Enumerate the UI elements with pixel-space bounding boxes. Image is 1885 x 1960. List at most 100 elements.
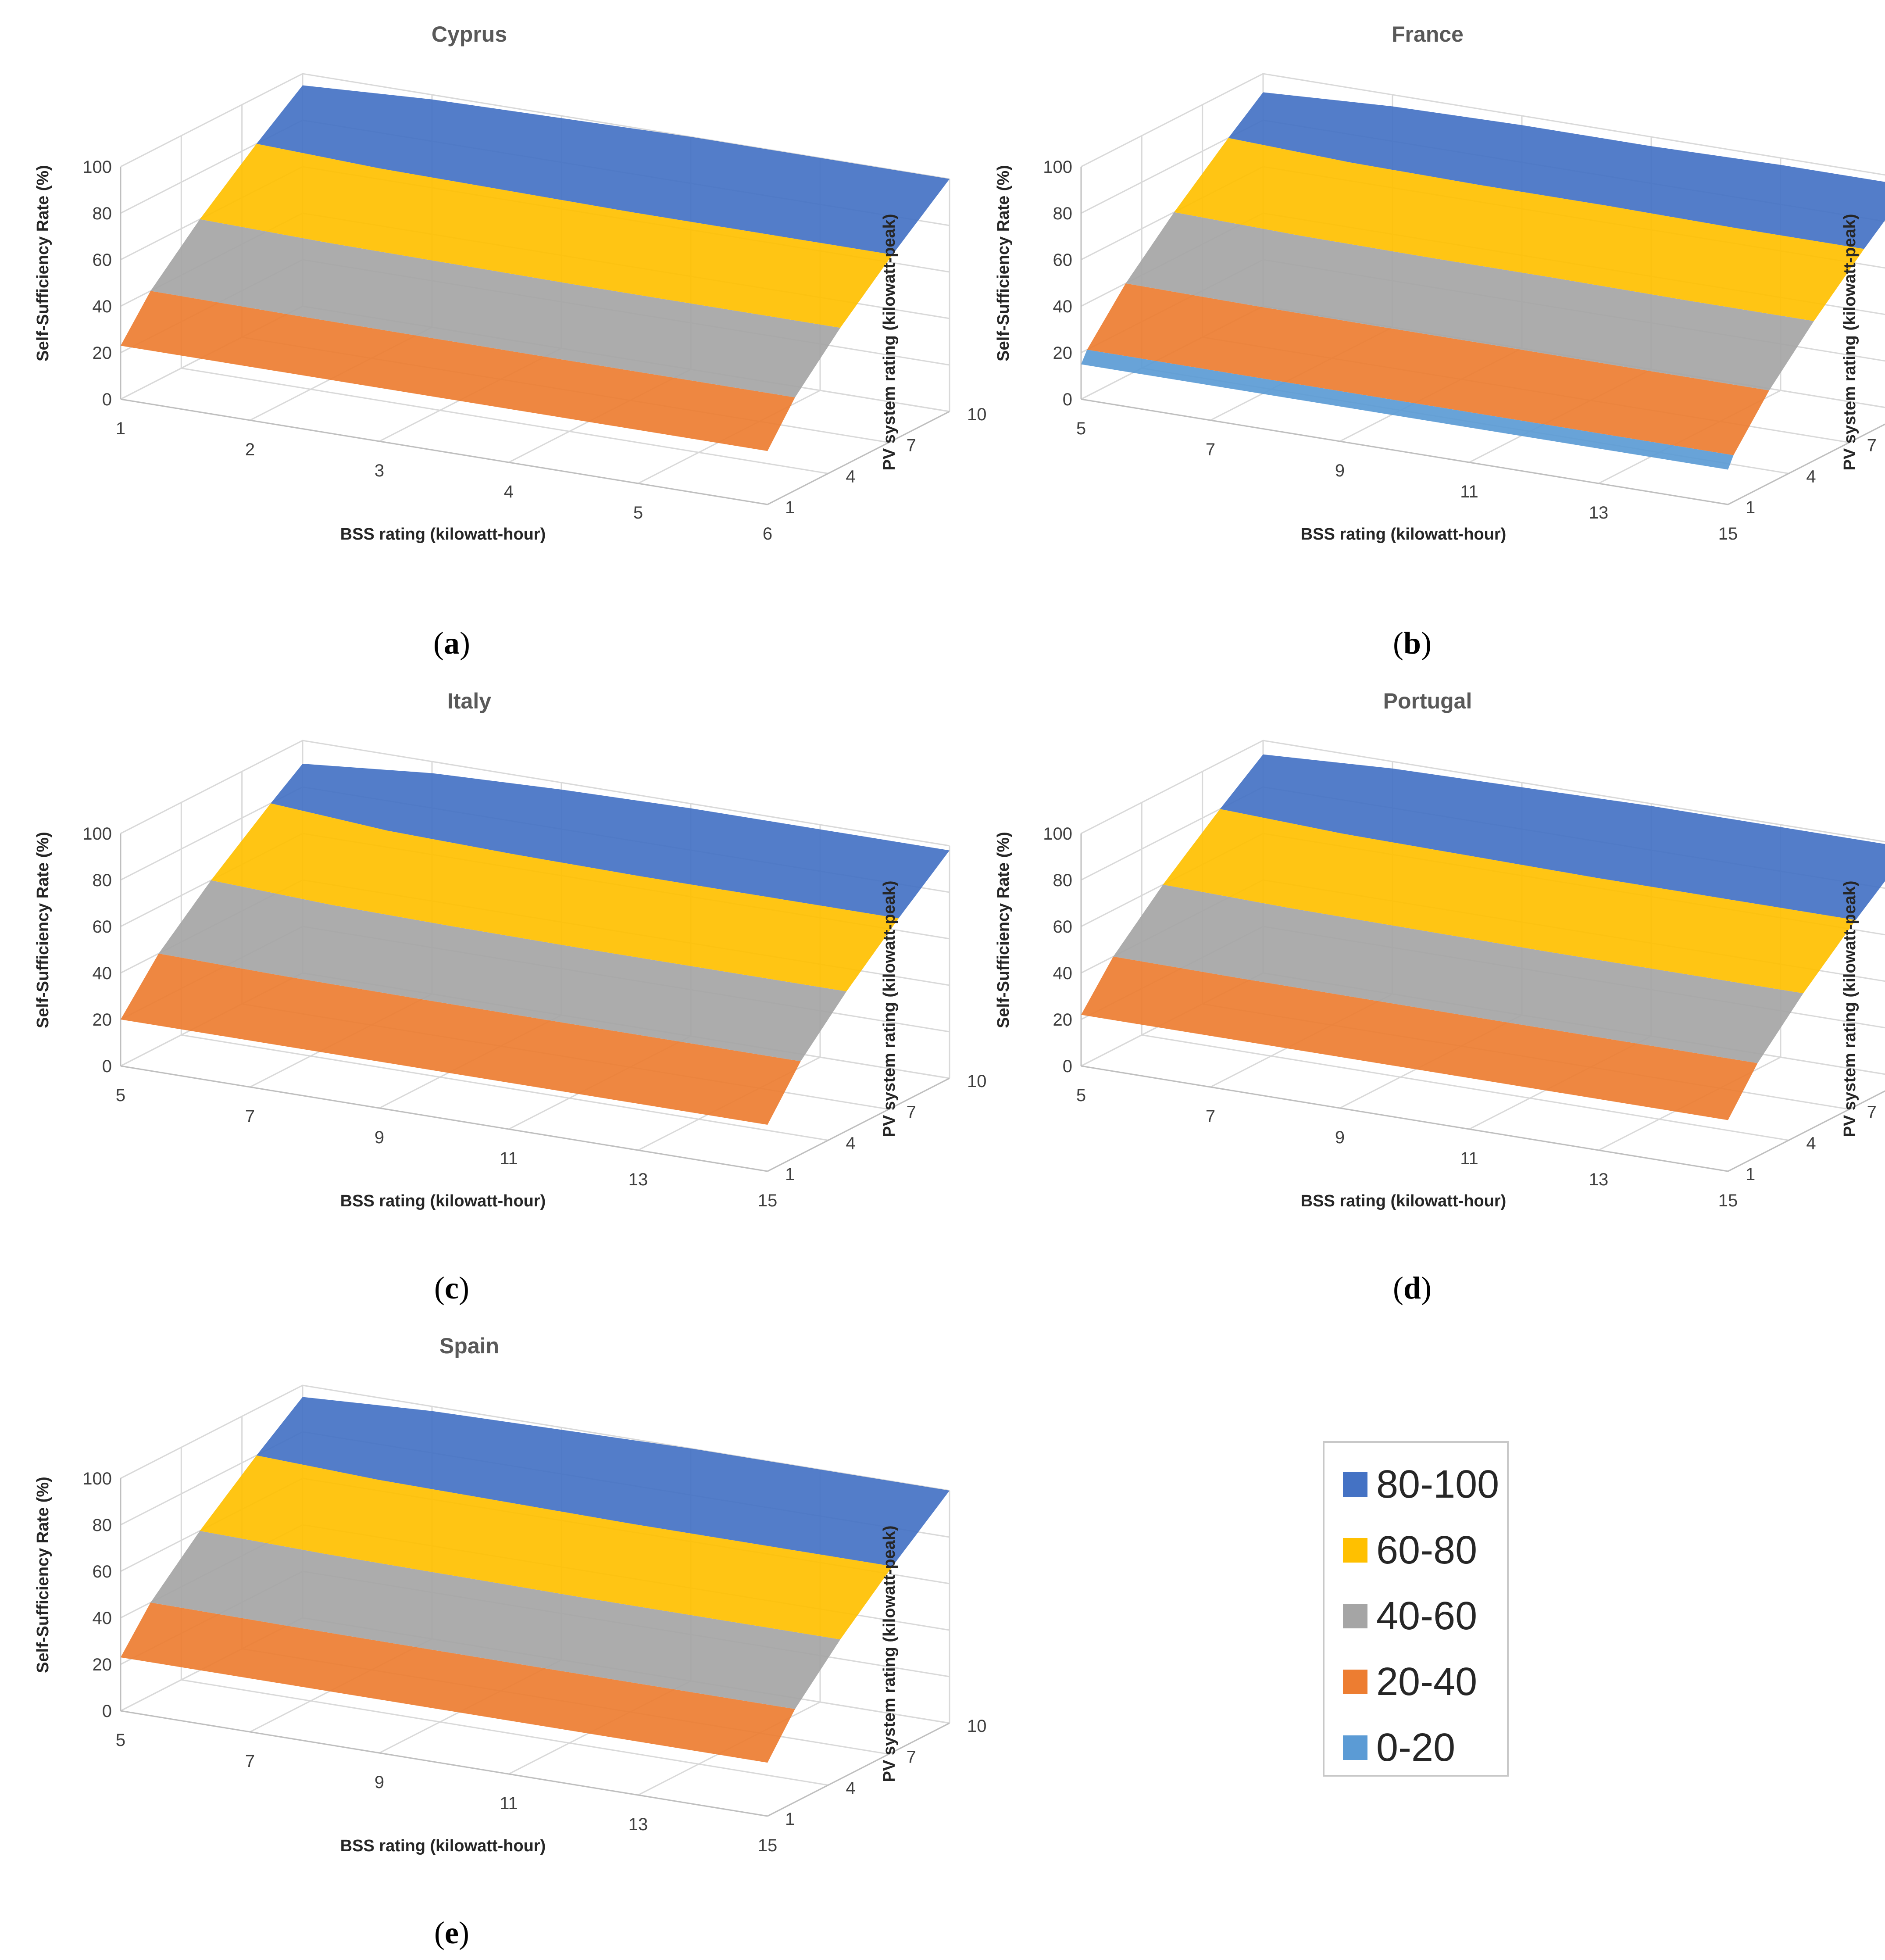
x-axis-line	[1081, 398, 1728, 505]
surface-band-80-100	[256, 1397, 950, 1567]
z-tick-label: 10	[967, 1072, 987, 1091]
x-tick-label: 4	[504, 482, 514, 501]
chart-title: France	[1392, 22, 1464, 46]
legend-swatch	[1343, 1735, 1367, 1760]
y-tick-label: 0	[102, 390, 112, 409]
caption-paren-open: (	[434, 1915, 445, 1950]
x-tick-label: 5	[1076, 419, 1086, 438]
chart-panel-e: Spain 0 20 40 60 80 100 5 7 9 11 13 15 1 4 7 10 BSS ratin…	[34, 1334, 987, 1950]
y-axis-title: Self-Sufficiency Rate (%)	[34, 1477, 52, 1673]
z-tick-label: 7	[907, 1748, 916, 1767]
chart-panel-d: Portugal02040608010057911131514710BSS ra…	[994, 689, 1885, 1305]
x-tick-label: 15	[1718, 524, 1738, 544]
legend-label: 20-40	[1376, 1660, 1478, 1704]
x-axis-line	[120, 398, 768, 505]
y-tick-label: 60	[93, 250, 112, 270]
chart-panel-c: Italy 0 20 40 60 80 100 5 7 9 11 13 15 1 4 7 10 BSS ratin…	[34, 689, 987, 1305]
chart-title: Spain	[439, 1334, 499, 1358]
x-tick-label: 7	[245, 1752, 255, 1771]
z-tick-label: 7	[907, 436, 916, 455]
z-tick-label: 4	[846, 1134, 855, 1153]
caption-paren-open: (	[1393, 1270, 1403, 1305]
caption-paren-close: )	[459, 1270, 469, 1305]
surface-band-20-40	[121, 291, 795, 451]
surface-band-20-40	[1087, 283, 1769, 455]
legend-label: 0-20	[1376, 1725, 1456, 1770]
z-tick-label: 4	[846, 467, 855, 486]
y-tick-label: 60	[93, 1562, 112, 1581]
y-tick-label: 40	[93, 964, 112, 983]
caption-letter: a	[444, 626, 460, 661]
z-tick-label: 1	[785, 1810, 795, 1829]
legend-swatch	[1343, 1604, 1367, 1628]
y-axis-title: Self-Sufficiency Rate (%)	[994, 165, 1013, 361]
gridline-floor-z	[181, 1034, 828, 1141]
caption-paren-close: )	[460, 626, 470, 661]
y-tick-label: 40	[1053, 297, 1073, 316]
x-tick-label: 9	[1335, 461, 1345, 480]
caption-letter: e	[445, 1915, 459, 1950]
z-axis-title: PV system rating (kilowatt-peak)	[1841, 881, 1859, 1137]
y-axis-title: Self-Sufficiency Rate (%)	[34, 832, 52, 1028]
panel-caption: (c)	[434, 1270, 469, 1305]
y-tick-label: 60	[93, 917, 112, 937]
panel-caption: (d)	[1393, 1270, 1432, 1305]
z-axis-title: PV system rating (kilowatt-peak)	[880, 881, 899, 1137]
legend-item: 0-20	[1343, 1724, 1455, 1772]
surface-band-80-100	[1220, 754, 1885, 920]
z-tick-label: 7	[907, 1103, 916, 1122]
x-tick-label: 11	[1460, 482, 1478, 501]
caption-letter: c	[445, 1270, 459, 1305]
x-axis-title: BSS rating (kilowatt-hour)	[340, 525, 546, 544]
x-tick-label: 9	[1335, 1128, 1345, 1147]
gridline-floor-x	[1728, 1090, 1885, 1172]
chart-title: Cyprus	[432, 22, 507, 46]
surface-band-20-40	[121, 953, 801, 1125]
y-tick-label: 20	[93, 343, 112, 363]
surface-band-40-60	[150, 219, 840, 397]
surface-band-80-100	[271, 764, 950, 919]
y-tick-label: 100	[82, 824, 112, 844]
y-tick-label: 40	[1053, 964, 1073, 983]
z-tick-label: 4	[846, 1778, 855, 1798]
caption-paren-open: (	[1393, 626, 1403, 661]
legend-item: 20-40	[1343, 1658, 1477, 1706]
x-tick-label: 13	[628, 1815, 648, 1834]
gridline-floor-z	[1142, 1034, 1789, 1141]
x-axis-title: BSS rating (kilowatt-hour)	[340, 1192, 546, 1210]
y-tick-label: 40	[93, 297, 112, 316]
x-axis-line	[120, 1710, 768, 1817]
gridline-floor-z	[181, 1679, 828, 1786]
y-tick-label: 80	[1053, 871, 1073, 890]
x-axis-line	[120, 1065, 768, 1172]
surface-band-20-40	[1081, 956, 1758, 1120]
y-tick-label: 80	[93, 871, 112, 890]
x-axis-title: BSS rating (kilowatt-hour)	[340, 1837, 546, 1855]
z-tick-label: 4	[1806, 1134, 1816, 1153]
y-tick-label: 20	[93, 1655, 112, 1674]
x-tick-label: 1	[116, 419, 125, 438]
x-tick-label: 7	[1206, 1107, 1215, 1126]
x-tick-label: 11	[1460, 1149, 1478, 1168]
x-tick-label: 5	[116, 1731, 125, 1750]
y-tick-label: 80	[1053, 204, 1073, 223]
surface-band-40-60	[150, 1531, 840, 1709]
y-tick-label: 100	[1043, 157, 1072, 177]
y-tick-label: 0	[1063, 390, 1072, 409]
caption-paren-close: )	[1421, 1270, 1432, 1305]
y-tick-label: 60	[1053, 917, 1073, 937]
z-tick-label: 7	[1867, 1103, 1877, 1122]
y-tick-label: 100	[82, 1469, 112, 1488]
panel-caption: (b)	[1393, 626, 1432, 661]
x-tick-label: 6	[763, 524, 772, 544]
x-axis-title: BSS rating (kilowatt-hour)	[1301, 1192, 1507, 1210]
y-tick-label: 80	[93, 204, 112, 223]
z-axis-title: PV system rating (kilowatt-peak)	[880, 1526, 899, 1782]
panel-caption: (e)	[434, 1915, 469, 1950]
legend-swatch	[1343, 1670, 1367, 1694]
z-tick-label: 4	[1806, 467, 1816, 486]
legend-swatch	[1343, 1472, 1367, 1497]
y-tick-label: 20	[93, 1010, 112, 1030]
